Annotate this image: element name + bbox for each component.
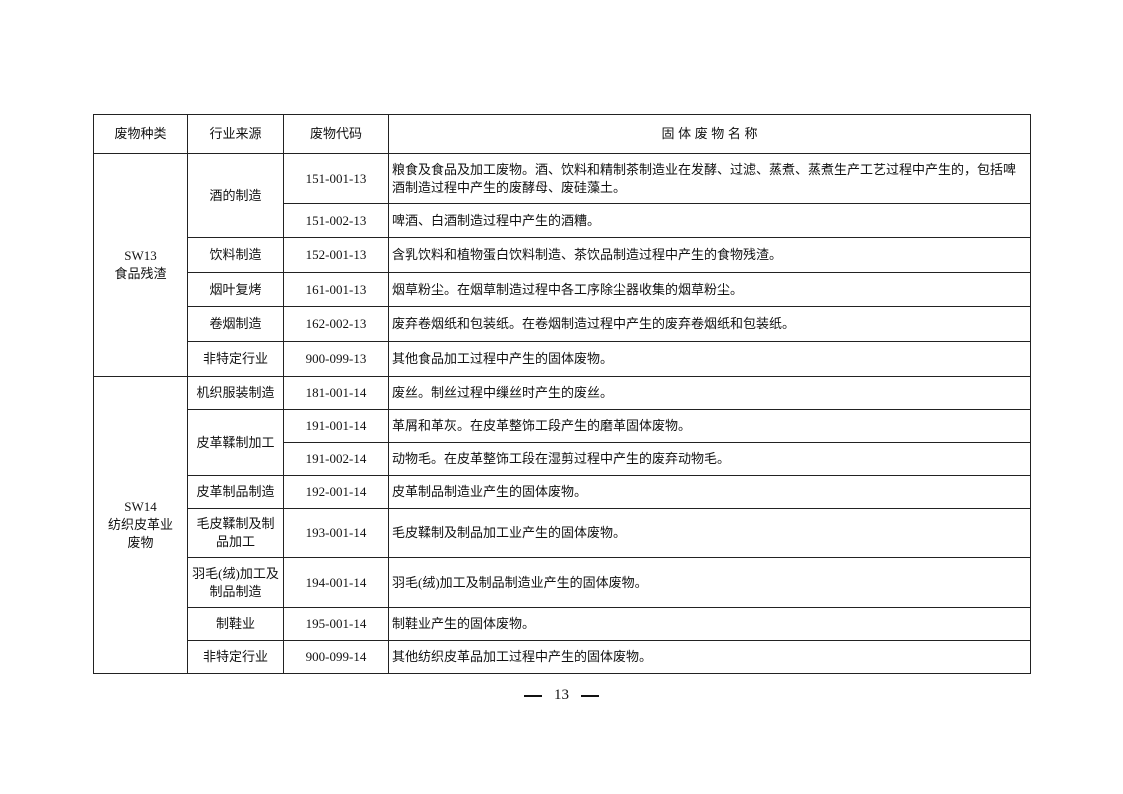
code-cell: 192-001-14: [283, 475, 389, 509]
source-cell: 卷烟制造: [187, 306, 284, 342]
name-cell: 啤酒、白酒制造过程中产生的酒糟。: [388, 203, 1031, 238]
header-category: 废物种类: [93, 114, 188, 154]
code-cell: 900-099-14: [283, 640, 389, 674]
dash-left: [524, 694, 542, 697]
name-cell: 其他纺织皮革品加工过程中产生的固体废物。: [388, 640, 1031, 674]
source-cell: 羽毛(绒)加工及制品制造: [187, 557, 284, 608]
header-code: 废物代码: [283, 114, 389, 154]
table-row: 制鞋业 195-001-14 制鞋业产生的固体废物。: [94, 607, 1031, 641]
table-row: 烟叶复烤 161-001-13 烟草粉尘。在烟草制造过程中各工序除尘器收集的烟草…: [94, 272, 1031, 307]
name-cell: 皮革制品制造业产生的固体废物。: [388, 475, 1031, 509]
code-cell: 161-001-13: [283, 272, 389, 307]
code-cell: 162-002-13: [283, 306, 389, 342]
name-cell: 其他食品加工过程中产生的固体废物。: [388, 341, 1031, 377]
name-cell: 含乳饮料和植物蛋白饮料制造、茶饮品制造过程中产生的食物残渣。: [388, 237, 1031, 273]
table-row: SW13 食品残渣 酒的制造 151-001-13 粮食及食品及加工废物。酒、饮…: [93, 153, 1031, 377]
code-cell: 900-099-13: [283, 341, 389, 377]
code-cell: 191-002-14: [283, 442, 389, 476]
table-row: 151-002-13 啤酒、白酒制造过程中产生的酒糟。: [94, 203, 1031, 238]
table-row: 皮革制品制造 192-001-14 皮革制品制造业产生的固体废物。: [94, 475, 1031, 509]
source-cell: 烟叶复烤: [187, 272, 284, 307]
table-row: 羽毛(绒)加工及制品制造 194-001-14 羽毛(绒)加工及制品制造业产生的…: [94, 557, 1031, 608]
code-cell: 151-001-13: [283, 153, 389, 204]
table-row: 毛皮鞣制及制品加工 193-001-14 毛皮鞣制及制品加工业产生的固体废物。: [94, 508, 1031, 558]
name-cell: 烟草粉尘。在烟草制造过程中各工序除尘器收集的烟草粉尘。: [388, 272, 1031, 307]
table-row: SW14 纺织皮革业 废物 机织服装制造 181-001-14 废丝。制丝过程中…: [93, 376, 1031, 674]
code-cell: 193-001-14: [283, 508, 389, 558]
source-cell: 饮料制造: [187, 237, 284, 273]
table-row: 非特定行业 900-099-13 其他食品加工过程中产生的固体废物。: [94, 341, 1031, 377]
header-name: 固 体 废 物 名 称: [388, 114, 1031, 154]
page-number-text: 13: [554, 687, 569, 703]
source-cell: 非特定行业: [187, 640, 284, 674]
table-row: 卷烟制造 162-002-13 废弃卷烟纸和包装纸。在卷烟制造过程中产生的废弃卷…: [94, 306, 1031, 342]
code-cell: 194-001-14: [283, 557, 389, 608]
source-cell: 制鞋业: [187, 607, 284, 641]
source-cell: 皮革制品制造: [187, 475, 284, 509]
source-cell: 机织服装制造: [187, 376, 284, 410]
category-cell: SW14 纺织皮革业 废物: [93, 376, 188, 674]
table-row: 皮革鞣制加工 191-001-14 革屑和革灰。在皮革整饰工段产生的磨革固体废物…: [94, 409, 1031, 476]
name-cell: 废丝。制丝过程中缫丝时产生的废丝。: [388, 376, 1031, 410]
source-cell: 非特定行业: [187, 341, 284, 377]
code-cell: 181-001-14: [283, 376, 389, 410]
waste-table: 废物种类 行业来源 废物代码 固 体 废 物 名 称 SW13 食品残渣 酒的制…: [93, 114, 1031, 674]
dash-right: [581, 694, 599, 697]
name-cell: 动物毛。在皮革整饰工段在湿剪过程中产生的废弃动物毛。: [388, 442, 1031, 476]
category-cell: SW13 食品残渣: [93, 153, 188, 377]
source-cell: 毛皮鞣制及制品加工: [187, 508, 284, 558]
code-cell: 152-001-13: [283, 237, 389, 273]
page-number: 13: [0, 687, 1123, 704]
header-source: 行业来源: [187, 114, 284, 154]
table-row: 非特定行业 900-099-14 其他纺织皮革品加工过程中产生的固体废物。: [94, 640, 1031, 674]
source-cell: 酒的制造: [187, 153, 284, 238]
table-header-row: 废物种类 行业来源 废物代码 固 体 废 物 名 称: [93, 114, 1031, 154]
code-cell: 195-001-14: [283, 607, 389, 641]
table-row: 191-002-14 动物毛。在皮革整饰工段在湿剪过程中产生的废弃动物毛。: [94, 442, 1031, 476]
name-cell: 制鞋业产生的固体废物。: [388, 607, 1031, 641]
name-cell: 羽毛(绒)加工及制品制造业产生的固体废物。: [388, 557, 1031, 608]
table-row: 饮料制造 152-001-13 含乳饮料和植物蛋白饮料制造、茶饮品制造过程中产生…: [94, 237, 1031, 273]
name-cell: 废弃卷烟纸和包装纸。在卷烟制造过程中产生的废弃卷烟纸和包装纸。: [388, 306, 1031, 342]
name-cell: 毛皮鞣制及制品加工业产生的固体废物。: [388, 508, 1031, 558]
name-cell: 革屑和革灰。在皮革整饰工段产生的磨革固体废物。: [388, 409, 1031, 443]
name-cell: 粮食及食品及加工废物。酒、饮料和精制茶制造业在发酵、过滤、蒸煮、蒸煮生产工艺过程…: [388, 153, 1031, 204]
code-cell: 151-002-13: [283, 203, 389, 238]
source-cell: 皮革鞣制加工: [187, 409, 284, 476]
code-cell: 191-001-14: [283, 409, 389, 443]
